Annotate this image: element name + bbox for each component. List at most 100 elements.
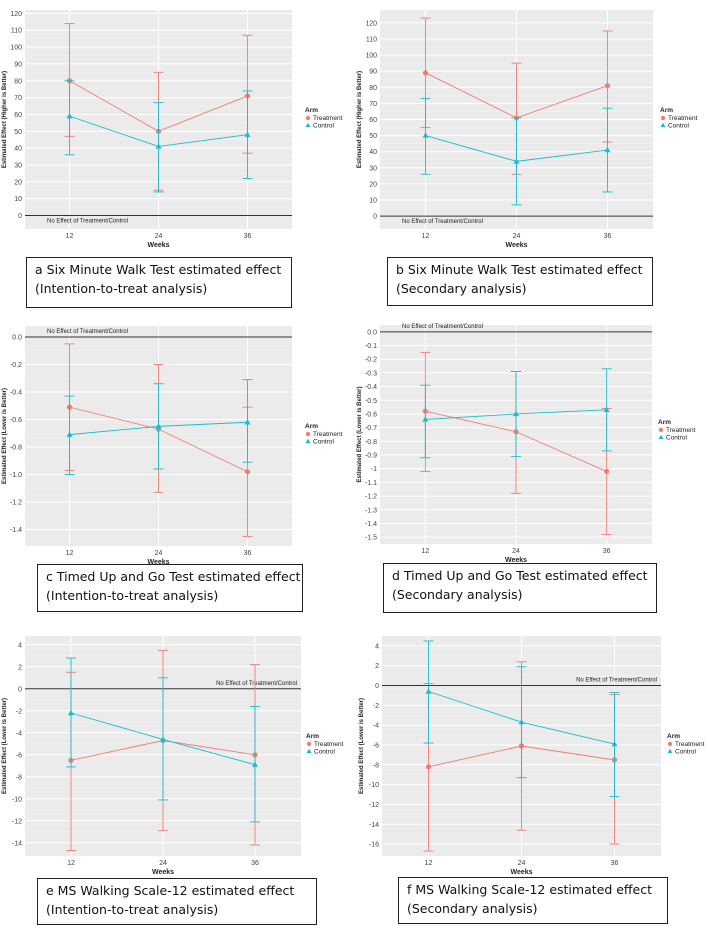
y-tick-label: -0.4 (10, 390, 22, 397)
no-effect-label: No Effect of Treatment/Control (576, 678, 657, 684)
y-tick-label: 50 (14, 129, 22, 136)
x-tick-label: 36 (603, 548, 611, 555)
treatment-point (244, 469, 251, 475)
y-tick-label: -0.2 (365, 357, 377, 364)
control-point (603, 406, 610, 413)
caption-b-line2: (Secondary analysis) (396, 281, 527, 296)
x-tick-label: 12 (422, 233, 430, 240)
x-tick-label: 24 (159, 860, 167, 867)
legend-label-treatment: Treatment (675, 741, 705, 748)
y-tick-label: -6 (373, 743, 379, 750)
legend-title: Arm (660, 107, 673, 114)
x-tick-label: 12 (67, 860, 75, 867)
y-tick-label: -8 (16, 774, 22, 781)
legend-label-treatment: Treatment (313, 431, 343, 438)
control-point (66, 431, 73, 437)
y-tick-label: -14 (12, 840, 22, 847)
legend-label-control: Control (675, 749, 697, 756)
control-point (155, 423, 162, 429)
y-tick-label: -2 (373, 703, 379, 710)
treatment-point (422, 70, 429, 76)
y-tick-label: -0.3 (365, 370, 377, 377)
x-tick-label: 36 (251, 860, 259, 867)
x-tick-label: 12 (66, 233, 74, 240)
legend-label-control: Control (666, 435, 688, 442)
y-tick-label: 40 (14, 146, 22, 153)
y-tick-label: 90 (14, 61, 22, 68)
y-tick-label: 30 (14, 162, 22, 169)
control-point (604, 146, 611, 153)
y-tick-label: 120 (365, 20, 377, 27)
no-effect-label: No Effect of Treatment/Control (402, 324, 483, 330)
chart-b: 0 10 20 30 40 50 60 70 80 90 100 110 120 12 24 36 Weeks E… (357, 10, 698, 249)
y-tick-label: -1.2 (10, 500, 22, 507)
legend-treatment-marker (305, 431, 311, 437)
control-point (160, 736, 166, 742)
y-tick-label: -1.4 (365, 521, 377, 528)
x-tick-label: 36 (244, 233, 252, 240)
x-tick-label: 24 (155, 233, 163, 240)
control-point (66, 112, 73, 119)
y-tick-label: -0.8 (365, 439, 377, 446)
y-tick-label: 0 (375, 683, 379, 690)
x-axis-title: Weeks (147, 559, 169, 566)
y-tick-label: -0.7 (365, 425, 377, 432)
y-tick-label: -12 (369, 802, 379, 809)
x-tick-label: 36 (604, 233, 612, 240)
no-effect-label: No Effect of Treatment/Control (402, 219, 483, 225)
y-tick-label: -0.1 (365, 343, 377, 350)
caption-f-line1: f MS Walking Scale-12 estimated effect (407, 882, 653, 897)
caption-e-line2: (Intention-to-treat analysis) (46, 902, 219, 917)
y-tick-label: -10 (369, 782, 379, 789)
legend-control-marker (660, 122, 666, 127)
caption-c: c Timed Up and Go Test estimated effect … (37, 564, 303, 612)
x-tick-label: 36 (611, 860, 619, 867)
y-axis-title: Estimated Effect (Lower is Better) (2, 388, 8, 484)
y-tick-label: 10 (14, 196, 22, 203)
y-tick-label: 20 (14, 179, 22, 186)
caption-e: e MS Walking Scale-12 estimated effect (… (37, 878, 317, 925)
legend-title: Arm (305, 107, 318, 114)
y-axis-title: Estimated Effect (Lower is Better) (359, 698, 365, 794)
y-tick-label: -1.1 (365, 480, 377, 487)
caption-a: a Six Minute Walk Test estimated effect … (26, 257, 292, 308)
legend-label-treatment: Treatment (314, 741, 344, 748)
legend-control-marker (305, 122, 311, 127)
legend-treatment-marker (658, 427, 664, 433)
legend-label-control: Control (313, 439, 335, 446)
y-tick-label: -14 (369, 822, 379, 829)
legend-label-treatment: Treatment (313, 115, 343, 122)
y-tick-label: 110 (11, 28, 22, 35)
y-tick-label: -1.2 (365, 494, 377, 501)
control-point (68, 709, 74, 716)
caption-a-line1: a Six Minute Walk Test estimated effect (35, 262, 282, 277)
y-tick-label: -4 (16, 730, 22, 737)
legend-label-treatment: Treatment (668, 115, 698, 122)
legend-title: Arm (305, 423, 318, 430)
y-tick-label: 70 (14, 95, 22, 102)
control-point (155, 143, 162, 149)
legend-control-marker (305, 438, 311, 443)
caption-d-line2: (Secondary analysis) (392, 587, 523, 602)
y-tick-label: -0.4 (365, 384, 377, 391)
y-tick-label: 4 (18, 642, 22, 649)
legend-title: Arm (658, 419, 671, 426)
y-tick-label: -0.2 (10, 362, 22, 369)
y-tick-label: 4 (375, 643, 379, 650)
y-tick-label: 0.0 (367, 329, 377, 336)
control-point (518, 719, 525, 725)
y-tick-label: -1.4 (10, 527, 22, 534)
legend-label-control: Control (668, 123, 690, 130)
y-tick-label: -4 (373, 723, 379, 730)
control-point (244, 419, 251, 425)
treatment-point (604, 83, 611, 89)
y-tick-label: -1 (371, 466, 377, 473)
y-axis-title: Estimated Effect (Higher is Better) (2, 71, 8, 168)
y-tick-label: -12 (12, 818, 22, 825)
x-tick-label: 24 (155, 550, 163, 557)
caption-d-line1: d Timed Up and Go Test estimated effect (392, 568, 648, 583)
